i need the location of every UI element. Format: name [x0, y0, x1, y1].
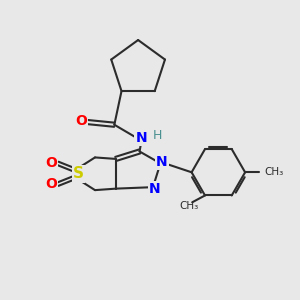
Text: N: N	[156, 155, 168, 169]
Text: O: O	[45, 177, 57, 191]
Text: CH₃: CH₃	[179, 201, 198, 211]
Text: S: S	[73, 166, 84, 181]
Text: O: O	[45, 156, 57, 170]
Text: N: N	[148, 182, 160, 196]
Text: CH₃: CH₃	[264, 167, 284, 177]
Text: H: H	[153, 129, 162, 142]
Text: O: O	[75, 114, 87, 128]
Text: N: N	[135, 131, 147, 145]
